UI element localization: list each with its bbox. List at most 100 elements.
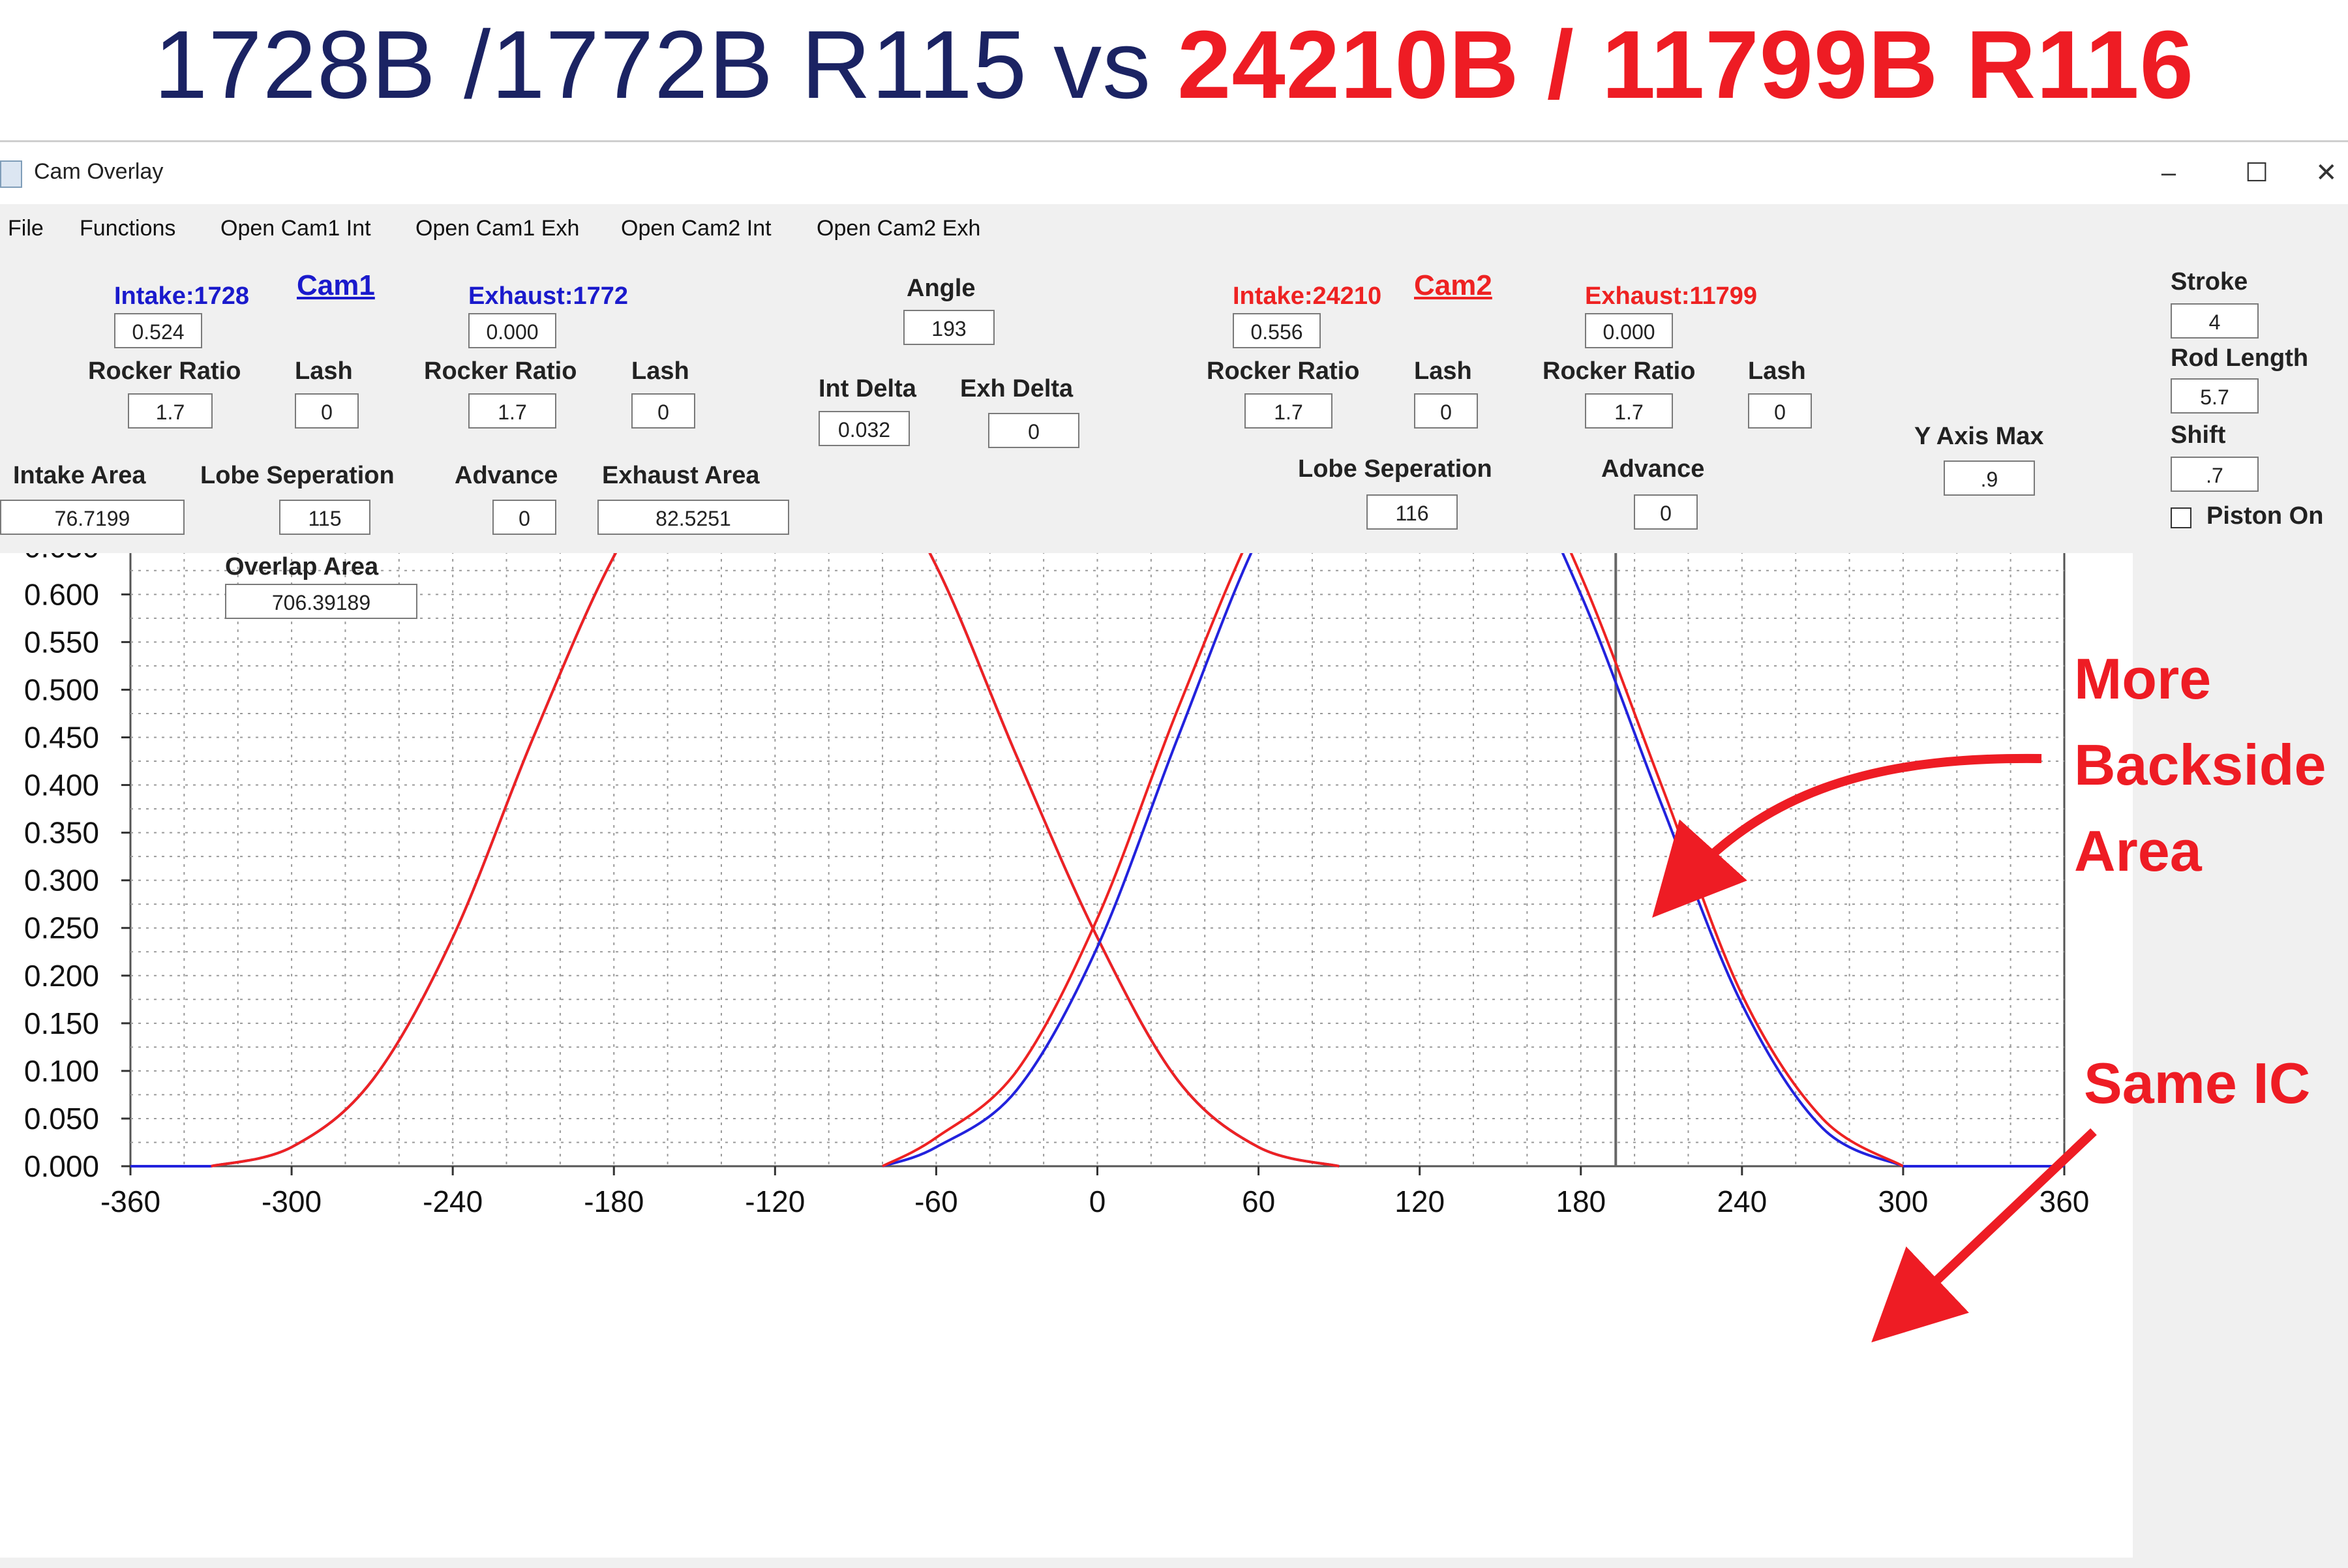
menu-open-cam2-int[interactable]: Open Cam2 Int <box>621 216 772 241</box>
exh-delta-label: Exh Delta <box>960 375 1074 402</box>
x-tick-label: 180 <box>1556 1184 1606 1218</box>
cam2-intake-label: Intake:24210 <box>1233 282 1382 310</box>
rod-length-label: Rod Length <box>2171 344 2309 372</box>
cam2-int-rocker-ratio-label: Rocker Ratio <box>1207 357 1360 385</box>
stroke-field[interactable]: 4 <box>2171 303 2259 339</box>
cam1-exh-rocker-ratio-field[interactable]: 1.7 <box>468 393 556 429</box>
cam2-exh-rocker-ratio-field[interactable]: 1.7 <box>1585 393 1673 429</box>
x-tick-label: -240 <box>423 1184 483 1218</box>
intake-area-field[interactable]: 76.7199 <box>0 500 185 535</box>
cam2-lobe-sep-label: Lobe Seperation <box>1298 455 1492 483</box>
cam2-exh-lash-field[interactable]: 0 <box>1748 393 1812 429</box>
int-delta-label: Int Delta <box>819 375 916 402</box>
y-tick-label: 0.550 <box>24 625 99 659</box>
y-tick-label: 0.400 <box>24 768 99 802</box>
series-line-3 <box>882 553 1904 1168</box>
angle-field[interactable]: 193 <box>903 310 995 345</box>
cam2-lobe-sep-field[interactable]: 116 <box>1366 494 1458 530</box>
x-tick-label: -60 <box>914 1184 957 1218</box>
cam1-lobe-sep-field[interactable]: 115 <box>279 500 370 535</box>
cam1-int-rocker-ratio-field[interactable]: 1.7 <box>128 393 213 429</box>
cam1-exh-lash-field[interactable]: 0 <box>631 393 695 429</box>
cam2-advance-field[interactable]: 0 <box>1634 494 1698 530</box>
cam2-exh-lash-label: Lash <box>1748 357 1806 385</box>
int-delta-field[interactable]: 0.032 <box>819 411 910 446</box>
menu-functions[interactable]: Functions <box>80 216 176 241</box>
cam1-advance-label: Advance <box>455 462 558 489</box>
menu-open-cam1-int[interactable]: Open Cam1 Int <box>220 216 371 241</box>
y-tick-label: 0.050 <box>24 1102 99 1136</box>
intake-area-label: Intake Area <box>13 462 146 489</box>
cam1-intake-label: Intake:1728 <box>114 282 250 310</box>
cam1-intake-value-field[interactable]: 0.524 <box>114 313 202 348</box>
cam2-exhaust-value-field[interactable]: 0.000 <box>1585 313 1673 348</box>
close-button[interactable]: ✕ <box>2315 158 2338 187</box>
cam1-exh-rocker-ratio-label: Rocker Ratio <box>424 357 577 385</box>
x-tick-label: -180 <box>584 1184 644 1218</box>
cam1-int-lash-label: Lash <box>295 357 353 385</box>
title-bar: Cam Overlay – ☐ ✕ <box>0 142 2348 204</box>
cam2-int-lash-field[interactable]: 0 <box>1414 393 1478 429</box>
menu-open-cam1-exh[interactable]: Open Cam1 Exh <box>415 216 580 241</box>
cam1-exhaust-value-field[interactable]: 0.000 <box>468 313 556 348</box>
cam2-link[interactable]: Cam2 <box>1414 269 1492 301</box>
cam2-exhaust-label: Exhaust:11799 <box>1585 282 1758 310</box>
cam2-int-rocker-ratio-field[interactable]: 1.7 <box>1244 393 1332 429</box>
app-icon <box>0 160 22 188</box>
menu-file[interactable]: File <box>8 216 44 241</box>
y-tick-label: 0.150 <box>24 1006 99 1040</box>
cam1-link[interactable]: Cam1 <box>297 269 375 301</box>
x-tick-label: 0 <box>1089 1184 1106 1218</box>
menu-bar: File Functions Open Cam1 Int Open Cam1 E… <box>0 204 2348 250</box>
exh-delta-field[interactable]: 0 <box>988 413 1079 448</box>
y-tick-label: 0.350 <box>24 816 99 850</box>
series-line-2 <box>882 553 1904 1168</box>
y-tick-label: 0.250 <box>24 911 99 945</box>
cam1-int-rocker-ratio-label: Rocker Ratio <box>88 357 241 385</box>
lift-chart: -360 -300 -240 -180 -120 -60 0 60 120 180 240 300 36… <box>0 553 2133 1558</box>
cam1-exhaust-label: Exhaust:1772 <box>468 282 629 310</box>
x-tick-label: 60 <box>1242 1184 1275 1218</box>
cam2-intake-value-field[interactable]: 0.556 <box>1233 313 1321 348</box>
headline-vs: vs <box>1053 11 1152 119</box>
piston-on-checkbox[interactable] <box>2171 507 2191 528</box>
series-line-1 <box>211 553 1340 1168</box>
piston-on-label: Piston On <box>2206 502 2324 530</box>
maximize-button[interactable]: ☐ <box>2245 158 2268 187</box>
cam1-lobe-sep-label: Lobe Seperation <box>200 462 395 489</box>
headline-cam2: 24210B / 11799B R116 <box>1177 11 2194 119</box>
exhaust-area-label: Exhaust Area <box>602 462 760 489</box>
overlap-area-label: Overlap Area <box>225 553 379 580</box>
y-tick-label: 0.000 <box>24 1149 99 1183</box>
stroke-label: Stroke <box>2171 268 2248 295</box>
x-tick-label: 240 <box>1717 1184 1767 1218</box>
x-tick-label: -120 <box>745 1184 805 1218</box>
x-tick-label: 120 <box>1394 1184 1445 1218</box>
overlap-area-field[interactable]: 706.39189 <box>225 584 417 619</box>
shift-label: Shift <box>2171 421 2226 449</box>
y-axis-max-label: Y Axis Max <box>1914 423 2044 450</box>
y-tick-label: 0.450 <box>24 721 99 755</box>
x-tick-label: 300 <box>1878 1184 1929 1218</box>
rod-length-field[interactable]: 5.7 <box>2171 378 2259 414</box>
exhaust-area-field[interactable]: 82.5251 <box>597 500 789 535</box>
backside-annotation-line-3: Area <box>2074 819 2202 883</box>
cam-overlay-window: Cam Overlay – ☐ ✕ File Functions Open Ca… <box>0 140 2348 1568</box>
headline: 1728B /1772B R115 vs 24210B / 11799B R11… <box>0 0 2348 130</box>
menu-open-cam2-exh[interactable]: Open Cam2 Exh <box>817 216 981 241</box>
y-axis-max-field[interactable]: .9 <box>1944 460 2035 496</box>
window-title: Cam Overlay <box>34 159 164 184</box>
angle-label: Angle <box>907 275 976 302</box>
minimize-button[interactable]: – <box>2161 158 2176 187</box>
cam1-advance-field[interactable]: 0 <box>492 500 556 535</box>
x-tick-label: -300 <box>262 1184 322 1218</box>
shift-field[interactable]: .7 <box>2171 457 2259 492</box>
cam1-int-lash-field[interactable]: 0 <box>295 393 359 429</box>
cam2-exh-rocker-ratio-label: Rocker Ratio <box>1543 357 1696 385</box>
x-tick-label: 360 <box>2039 1184 2090 1218</box>
backside-annotation-line-2: Backside <box>2074 732 2326 797</box>
same-ic-annotation: Same IC <box>2084 1051 2311 1115</box>
backside-annotation-line-1: More <box>2074 646 2212 711</box>
headline-cam1: 1728B /1772B R115 <box>154 11 1028 119</box>
y-tick-label: 0.600 <box>24 577 99 611</box>
